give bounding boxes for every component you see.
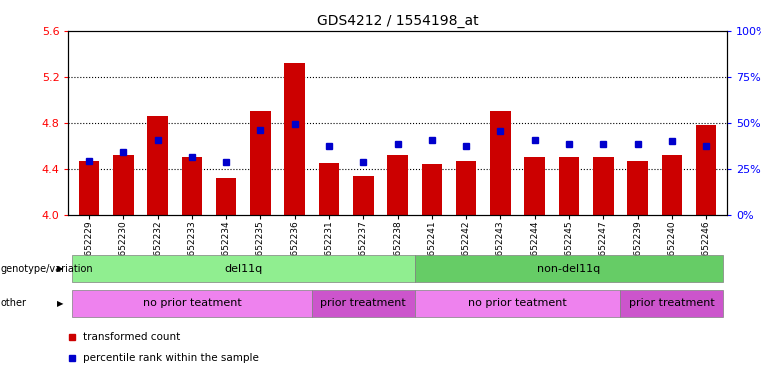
Bar (72, 290, 312, 317)
Bar (490, 111, 511, 215)
Text: ▶: ▶ (57, 264, 64, 273)
Bar (353, 176, 374, 215)
Bar (182, 157, 202, 215)
Bar (285, 63, 305, 215)
Bar (627, 161, 648, 215)
Bar (387, 155, 408, 215)
Bar (422, 164, 442, 215)
Bar (524, 157, 545, 215)
Bar (696, 125, 716, 215)
Bar (312, 290, 415, 317)
Bar (593, 157, 613, 215)
Bar (250, 111, 271, 215)
Bar (456, 161, 476, 215)
Text: non-del11q: non-del11q (537, 264, 600, 274)
Text: no prior teatment: no prior teatment (142, 298, 241, 308)
Bar (319, 163, 339, 215)
Text: del11q: del11q (224, 264, 263, 274)
Text: prior treatment: prior treatment (320, 298, 406, 308)
Bar (216, 178, 237, 215)
Text: genotype/variation: genotype/variation (1, 264, 94, 274)
Text: prior treatment: prior treatment (629, 298, 715, 308)
Bar (113, 155, 134, 215)
Bar (620, 290, 723, 317)
Text: other: other (1, 298, 27, 308)
Bar (72, 255, 415, 282)
Text: percentile rank within the sample: percentile rank within the sample (83, 353, 260, 363)
Title: GDS4212 / 1554198_at: GDS4212 / 1554198_at (317, 14, 479, 28)
Bar (148, 116, 168, 215)
Text: no prior teatment: no prior teatment (468, 298, 567, 308)
Bar (559, 157, 579, 215)
Bar (79, 161, 100, 215)
Text: transformed count: transformed count (83, 332, 180, 342)
Bar (661, 155, 682, 215)
Text: ▶: ▶ (57, 299, 64, 308)
Bar (415, 255, 723, 282)
Bar (415, 290, 620, 317)
